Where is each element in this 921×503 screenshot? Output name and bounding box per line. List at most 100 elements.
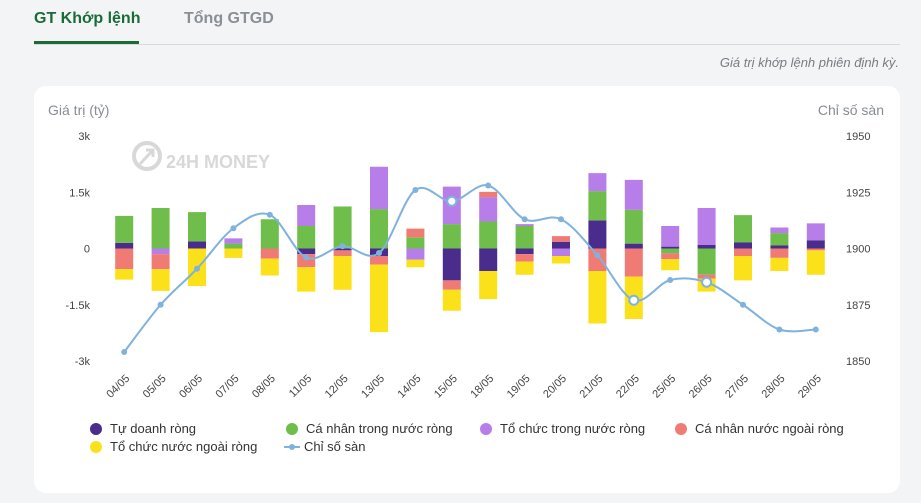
bar-segment-tu_doanh[interactable] (697, 244, 716, 249)
bar-segment-ca_nhan_trong_nuoc[interactable] (224, 243, 243, 249)
bar-segment-tu_doanh[interactable] (552, 241, 570, 249)
bar-segment-ca_nhan_nuoc_ngoai[interactable] (479, 191, 498, 198)
bar-segment-ca_nhan_trong_nuoc[interactable] (151, 208, 170, 249)
bar-segment-ca_nhan_nuoc_ngoai[interactable] (697, 274, 716, 279)
bar-segment-ca_nhan_nuoc_ngoai[interactable] (770, 248, 789, 258)
index-point[interactable] (594, 252, 601, 259)
bar-segment-to_chuc_nuoc_ngoai[interactable] (297, 267, 316, 292)
bar-segment-ca_nhan_nuoc_ngoai[interactable] (260, 248, 279, 259)
bar-segment-to_chuc_trong_nuoc[interactable] (479, 197, 498, 222)
bar-segment-tu_doanh[interactable] (442, 248, 461, 281)
bar-segment-to_chuc_trong_nuoc[interactable] (770, 227, 789, 234)
bar-segment-tu_doanh[interactable] (588, 220, 607, 249)
bar-segment-ca_nhan_nuoc_ngoai[interactable] (624, 248, 643, 277)
bar-segment-ca_nhan_trong_nuoc[interactable] (697, 248, 716, 275)
index-point-highlight[interactable] (628, 294, 640, 306)
bar-segment-ca_nhan_trong_nuoc[interactable] (260, 219, 279, 249)
bar-segment-ca_nhan_trong_nuoc[interactable] (297, 226, 316, 249)
bar-segment-ca_nhan_trong_nuoc[interactable] (770, 233, 789, 246)
index-point-highlight[interactable] (446, 195, 458, 207)
index-point[interactable] (121, 349, 128, 355)
bar-segment-tu_doanh[interactable] (297, 248, 316, 255)
bar-segment-to_chuc_trong_nuoc[interactable] (297, 205, 316, 226)
index-point[interactable] (485, 182, 492, 189)
bar-segment-ca_nhan_nuoc_ngoai[interactable] (151, 254, 170, 270)
index-point[interactable] (412, 187, 419, 193)
bar-segment-to_chuc_nuoc_ngoai[interactable] (442, 289, 461, 311)
tab-tong-gtgd[interactable]: Tổng GTGD (184, 10, 274, 27)
bar-segment-tu_doanh[interactable] (515, 248, 534, 255)
bar-segment-ca_nhan_nuoc_ngoai[interactable] (552, 236, 570, 242)
index-point[interactable] (194, 265, 200, 272)
bar-segment-ca_nhan_nuoc_ngoai[interactable] (588, 248, 607, 272)
bar-segment-to_chuc_nuoc_ngoai[interactable] (370, 264, 388, 333)
bar-segment-ca_nhan_trong_nuoc[interactable] (661, 248, 680, 254)
bar-segment-tu_doanh[interactable] (624, 243, 643, 249)
bar-segment-ca_nhan_trong_nuoc[interactable] (588, 191, 607, 221)
bar-segment-to_chuc_trong_nuoc[interactable] (224, 238, 243, 244)
bar-segment-ca_nhan_nuoc_ngoai[interactable] (806, 248, 825, 251)
index-point[interactable] (303, 254, 310, 261)
bar-segment-ca_nhan_trong_nuoc[interactable] (406, 237, 425, 249)
index-point[interactable] (521, 216, 528, 223)
bar-segment-to_chuc_trong_nuoc[interactable] (624, 179, 643, 210)
index-point[interactable] (230, 225, 237, 232)
index-point[interactable] (157, 301, 164, 308)
index-point[interactable] (812, 326, 819, 333)
index-point[interactable] (776, 326, 783, 333)
bar-segment-to_chuc_trong_nuoc[interactable] (552, 248, 570, 257)
bar-segment-ca_nhan_nuoc_ngoai[interactable] (442, 280, 461, 290)
index-point[interactable] (667, 277, 674, 283)
bar-segment-to_chuc_nuoc_ngoai[interactable] (406, 259, 425, 268)
bar-segment-ca_nhan_nuoc_ngoai[interactable] (734, 248, 752, 257)
bar-segment-ca_nhan_nuoc_ngoai[interactable] (370, 256, 388, 265)
bar-segment-tu_doanh[interactable] (188, 241, 206, 249)
bar-segment-tu_doanh[interactable] (770, 245, 789, 249)
bar-segment-to_chuc_trong_nuoc[interactable] (806, 223, 825, 241)
index-point[interactable] (339, 243, 346, 250)
bar-segment-ca_nhan_trong_nuoc[interactable] (734, 215, 752, 243)
bar-segment-ca_nhan_nuoc_ngoai[interactable] (406, 228, 425, 238)
bar-segment-to_chuc_nuoc_ngoai[interactable] (260, 258, 279, 276)
bar-segment-ca_nhan_nuoc_ngoai[interactable] (333, 250, 352, 256)
bar-segment-to_chuc_nuoc_ngoai[interactable] (661, 259, 680, 271)
bar-segment-ca_nhan_trong_nuoc[interactable] (442, 224, 461, 249)
bar-segment-to_chuc_trong_nuoc[interactable] (370, 166, 388, 210)
bar-segment-ca_nhan_nuoc_ngoai[interactable] (115, 248, 134, 270)
bar-segment-to_chuc_trong_nuoc[interactable] (661, 226, 680, 247)
index-point-highlight[interactable] (701, 276, 713, 288)
bar-segment-tu_doanh[interactable] (661, 246, 680, 249)
bar-segment-ca_nhan_trong_nuoc[interactable] (479, 221, 498, 249)
bar-segment-ca_nhan_trong_nuoc[interactable] (333, 206, 352, 249)
bar-segment-to_chuc_nuoc_ngoai[interactable] (770, 257, 789, 271)
bar-segment-to_chuc_nuoc_ngoai[interactable] (515, 261, 534, 275)
bar-segment-ca_nhan_nuoc_ngoai[interactable] (297, 254, 316, 268)
bar-segment-tu_doanh[interactable] (333, 248, 352, 251)
bar-segment-to_chuc_trong_nuoc[interactable] (515, 224, 534, 226)
bar-segment-to_chuc_nuoc_ngoai[interactable] (552, 256, 570, 264)
bar-segment-ca_nhan_trong_nuoc[interactable] (515, 226, 534, 249)
index-point[interactable] (558, 216, 564, 223)
bar-segment-ca_nhan_trong_nuoc[interactable] (115, 215, 134, 243)
bar-segment-to_chuc_trong_nuoc[interactable] (151, 248, 170, 255)
bar-segment-to_chuc_nuoc_ngoai[interactable] (734, 256, 752, 281)
bar-segment-ca_nhan_trong_nuoc[interactable] (188, 212, 206, 242)
bar-segment-to_chuc_trong_nuoc[interactable] (406, 248, 425, 260)
tab-gt-khop-lenh[interactable]: GT Khớp lệnh (34, 10, 141, 27)
bar-segment-to_chuc_trong_nuoc[interactable] (697, 208, 716, 245)
bar-segment-to_chuc_nuoc_ngoai[interactable] (588, 271, 607, 324)
bar-segment-tu_doanh[interactable] (479, 248, 498, 272)
bar-segment-ca_nhan_trong_nuoc[interactable] (624, 209, 643, 244)
index-point[interactable] (740, 301, 746, 308)
bar-segment-tu_doanh[interactable] (806, 240, 825, 249)
bar-segment-to_chuc_nuoc_ngoai[interactable] (151, 269, 170, 291)
bar-segment-tu_doanh[interactable] (734, 242, 752, 249)
index-point[interactable] (376, 250, 382, 256)
bar-segment-ca_nhan_nuoc_ngoai[interactable] (515, 254, 534, 262)
bar-segment-tu_doanh[interactable] (115, 242, 134, 249)
bar-segment-to_chuc_nuoc_ngoai[interactable] (224, 248, 243, 258)
bar-segment-ca_nhan_nuoc_ngoai[interactable] (661, 253, 680, 259)
bar-segment-ca_nhan_trong_nuoc[interactable] (370, 209, 388, 249)
bar-segment-to_chuc_nuoc_ngoai[interactable] (806, 250, 825, 275)
bar-segment-to_chuc_trong_nuoc[interactable] (588, 173, 607, 192)
